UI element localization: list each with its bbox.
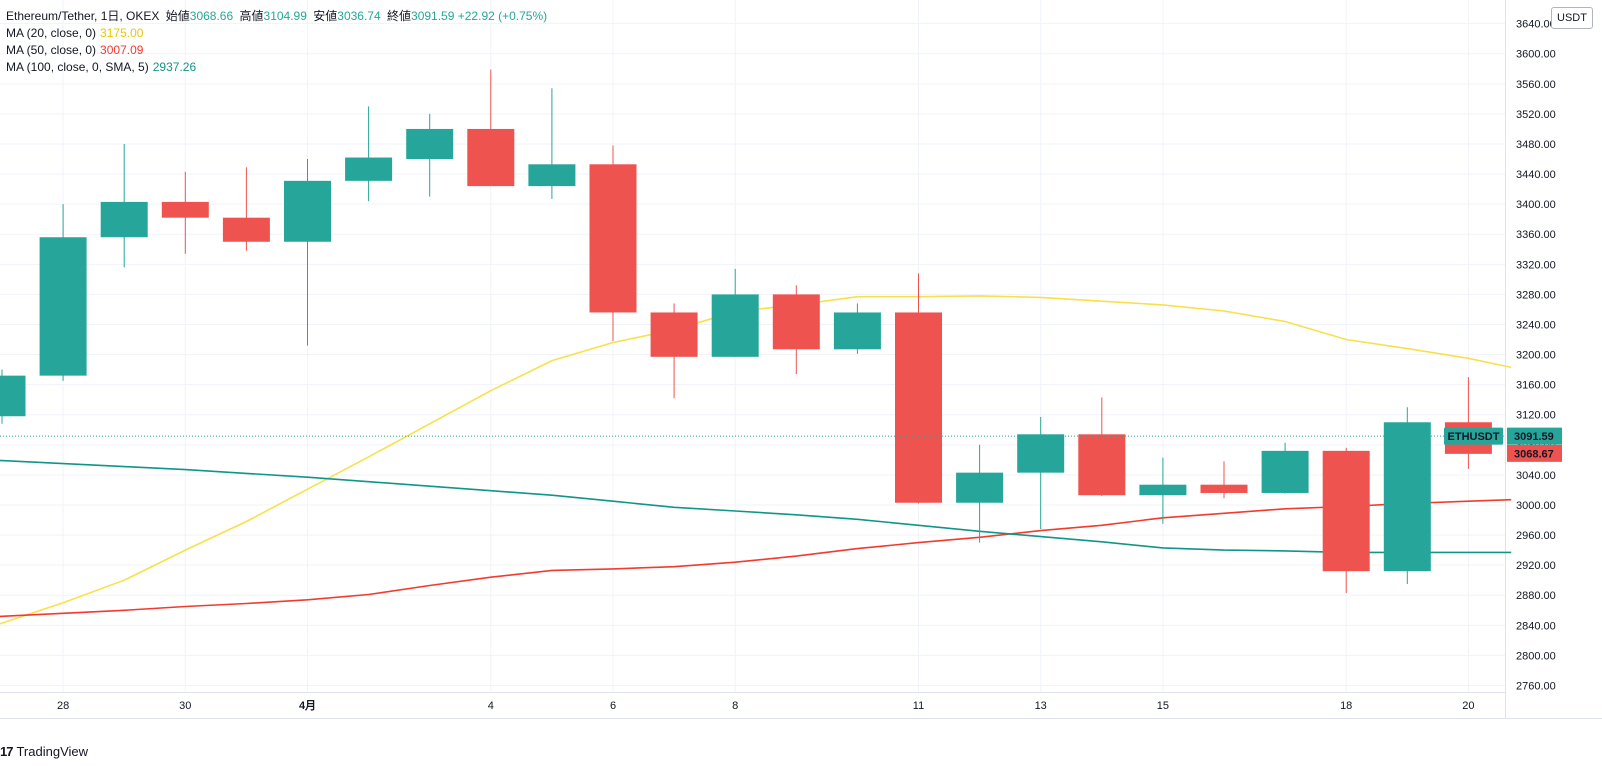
- time-tick-label: 8: [732, 700, 738, 712]
- legend-ma100-label: MA (100, close, 0, SMA, 5): [6, 60, 149, 74]
- tradingview-logo-icon: 17: [0, 743, 14, 759]
- last-price-badge-bg: [1507, 427, 1562, 445]
- legend-symbol[interactable]: Ethereum/Tether, 1日, OKEX: [6, 9, 160, 23]
- time-tick-label: 4月: [299, 699, 316, 712]
- price-tick-label: 3480.00: [1516, 139, 1556, 151]
- legend-close-label: 終値: [387, 9, 412, 23]
- time-tick-label: 6: [610, 700, 616, 712]
- time-tick-label: 4: [488, 700, 494, 712]
- candle-body[interactable]: [589, 164, 637, 313]
- time-tick-label: 13: [1035, 700, 1047, 712]
- legend-high-value: 3104.99: [263, 9, 307, 23]
- time-tick-label: 28: [57, 700, 69, 712]
- candle-body[interactable]: [833, 312, 881, 350]
- last-price-badge-label: 3091.59: [1514, 431, 1554, 443]
- candle-body[interactable]: [39, 237, 87, 376]
- candle-body[interactable]: [284, 180, 331, 242]
- legend-ma20-label: MA (20, close, 0): [6, 26, 97, 40]
- candle-body[interactable]: [406, 128, 454, 160]
- price-tick-label: 3040.00: [1516, 470, 1556, 482]
- legend-ma100-row[interactable]: MA (100, close, 0, SMA, 5) 2937.26: [6, 59, 547, 76]
- candle-body[interactable]: [1139, 484, 1187, 496]
- currency-unit-button[interactable]: USDT: [1551, 7, 1593, 29]
- legend-ma50-row[interactable]: MA (50, close, 0) 3007.09: [6, 42, 547, 59]
- legend-close-value: 3091.59: [411, 9, 455, 23]
- candle-body[interactable]: [772, 294, 820, 350]
- symbol-tag-bg: [1444, 427, 1503, 445]
- legend-ma50-label: MA (50, close, 0): [6, 43, 97, 57]
- legend-high-label: 高値: [239, 9, 264, 23]
- candle-body[interactable]: [0, 375, 26, 417]
- candle-body[interactable]: [895, 312, 942, 503]
- time-tick-label: 30: [179, 700, 191, 712]
- candle-body[interactable]: [1383, 422, 1431, 572]
- price-tick-label: 3400.00: [1516, 199, 1556, 211]
- legend-low-value: 3036.74: [337, 9, 381, 23]
- candle-body[interactable]: [1017, 434, 1065, 473]
- tradingview-brand[interactable]: 17 TradingView: [0, 741, 88, 761]
- price-tick-label: 2920.00: [1516, 560, 1556, 572]
- time-tick-label: 18: [1340, 700, 1352, 712]
- ma50-line: [0, 498, 1512, 618]
- legend-open-label: 始値: [165, 9, 190, 23]
- candle-body[interactable]: [1200, 484, 1248, 493]
- price-tick-label: 2800.00: [1516, 650, 1556, 662]
- legend-ma50-value: 3007.09: [100, 43, 144, 57]
- price-tick-label: 3200.00: [1516, 350, 1556, 362]
- legend-ohlc-row: Ethereum/Tether, 1日, OKEX 始値3068.66 高値31…: [6, 8, 547, 25]
- ma100-line: [0, 459, 1512, 554]
- legend-open-value: 3068.66: [189, 9, 234, 23]
- price-tick-label: 3280.00: [1516, 289, 1556, 301]
- tradingview-name: TradingView: [16, 743, 89, 759]
- price-tick-label: 3600.00: [1516, 49, 1556, 61]
- candle-body[interactable]: [222, 217, 270, 242]
- candle-body[interactable]: [956, 472, 1004, 503]
- time-tick-label: 20: [1462, 700, 1474, 712]
- price-tick-label: 3240.00: [1516, 319, 1556, 331]
- candle-body[interactable]: [711, 294, 759, 357]
- time-tick-label: 11: [913, 700, 924, 712]
- price-tick-label: 3120.00: [1516, 410, 1556, 422]
- price-tick-label: 3320.00: [1516, 259, 1556, 271]
- open-price-badge-bg: [1507, 444, 1562, 462]
- price-tick-label: 2880.00: [1516, 590, 1556, 602]
- candle-body[interactable]: [528, 164, 576, 187]
- candle-body[interactable]: [1261, 450, 1309, 493]
- price-tick-label: 3000.00: [1516, 500, 1556, 512]
- price-tick-label: 3360.00: [1516, 229, 1556, 241]
- legend-low-label: 安値: [313, 9, 338, 23]
- price-tick-label: 2760.00: [1516, 681, 1556, 693]
- symbol-tag-label: ETHUSDT: [1448, 431, 1500, 443]
- price-tick-label: 3640.00: [1516, 19, 1556, 31]
- legend-ma100-value: 2937.26: [152, 60, 197, 74]
- legend-ma20-row[interactable]: MA (20, close, 0) 3175.00: [6, 25, 547, 42]
- candle-body[interactable]: [650, 312, 698, 357]
- price-tick-label: 3520.00: [1516, 109, 1556, 121]
- open-price-badge-label: 3068.67: [1514, 448, 1554, 460]
- legend-change-value: +22.92 (+0.75%): [457, 9, 548, 23]
- candle-body[interactable]: [345, 157, 393, 181]
- candle-body[interactable]: [467, 128, 515, 187]
- candle-body[interactable]: [1322, 450, 1370, 572]
- candle-body[interactable]: [161, 201, 209, 218]
- price-tick-label: 3560.00: [1516, 79, 1556, 91]
- legend-ma20-value: 3175.00: [100, 26, 144, 40]
- price-tick-label: 2840.00: [1516, 620, 1556, 632]
- candle-body[interactable]: [1078, 434, 1126, 496]
- candle-body[interactable]: [100, 201, 148, 238]
- time-tick-label: 15: [1157, 700, 1169, 712]
- price-tick-label: 3160.00: [1516, 380, 1556, 392]
- chart-legend: Ethereum/Tether, 1日, OKEX 始値3068.66 高値31…: [6, 8, 547, 76]
- price-tick-label: 2960.00: [1516, 530, 1556, 542]
- price-tick-label: 3440.00: [1516, 169, 1556, 181]
